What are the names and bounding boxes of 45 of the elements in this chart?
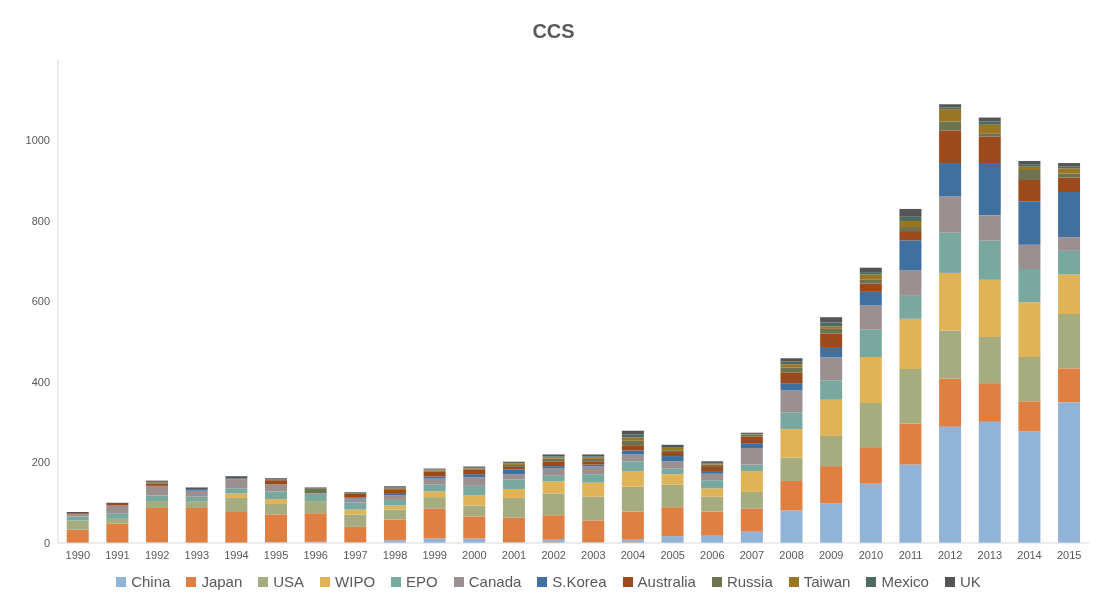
- x-tick-label: 2012: [937, 548, 963, 561]
- legend-label: Taiwan: [803, 573, 851, 590]
- x-tick-label: 2005: [660, 548, 685, 561]
- x-tick-label: 2008: [779, 548, 804, 561]
- x-tick-label: 2013: [977, 548, 1003, 561]
- y-tick-label: 600: [31, 295, 50, 308]
- x-tick-label: 1993: [184, 548, 210, 561]
- legend-label: Japan: [201, 573, 243, 590]
- x-tick-label: 2015: [1056, 548, 1082, 561]
- x-tick-label: 2001: [501, 548, 527, 561]
- legend-label: China: [131, 573, 171, 590]
- legend-label: Canada: [468, 573, 522, 590]
- x-tick-label: 2014: [1017, 548, 1042, 561]
- y-tick-label: 200: [31, 456, 50, 469]
- legend-label: WIPO: [335, 573, 376, 590]
- y-tick-label: 0: [43, 536, 50, 549]
- x-tick-label: 2009: [819, 548, 844, 561]
- y-tick-label: 800: [31, 214, 50, 227]
- x-tick-label: 1994: [224, 548, 249, 561]
- y-tick-label: 400: [31, 375, 50, 388]
- x-tick-label: 2010: [858, 548, 884, 561]
- x-tick-label: 2000: [462, 548, 487, 561]
- x-tick-label: 1991: [105, 548, 130, 561]
- x-tick-label: 1999: [422, 548, 447, 561]
- x-tick-label: 2002: [541, 548, 566, 561]
- x-tick-label: 1995: [263, 548, 289, 561]
- x-tick-label: 2004: [620, 548, 646, 561]
- x-tick-label: 2007: [739, 548, 765, 561]
- legend-label: S.Korea: [552, 573, 607, 590]
- x-tick-label: 1992: [144, 548, 170, 561]
- x-tick-label: 2011: [898, 548, 923, 561]
- x-tick-label: 1990: [65, 548, 91, 561]
- legend-label: Mexico: [881, 573, 929, 590]
- legend-label: USA: [273, 573, 305, 590]
- x-tick-label: 1998: [382, 548, 408, 561]
- x-tick-label: 1996: [303, 548, 328, 561]
- legend-label: EPO: [406, 573, 438, 590]
- x-tick-label: 2006: [700, 548, 725, 561]
- legend-label: UK: [959, 573, 981, 590]
- legend-label: Australia: [637, 573, 696, 590]
- chart-title: CCS: [531, 20, 576, 44]
- x-tick-label: 1997: [343, 548, 368, 561]
- legend-label: Russia: [726, 573, 773, 590]
- x-tick-label: 2003: [581, 548, 606, 561]
- y-tick-label: 1000: [25, 134, 50, 147]
